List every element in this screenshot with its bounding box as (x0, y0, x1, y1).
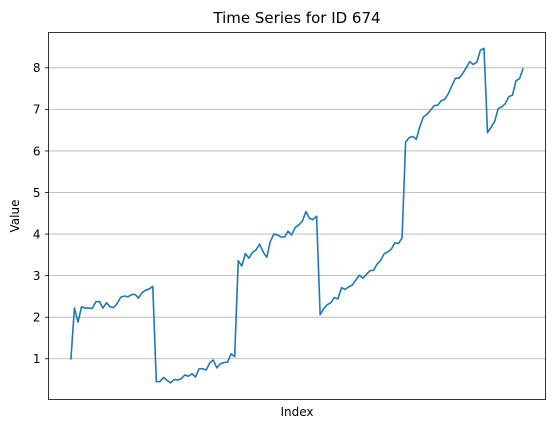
y-tick-label-5: 5 (33, 186, 41, 200)
y-tick-label-7: 7 (33, 103, 41, 117)
series-line-0 (70, 47, 524, 384)
y-tick-label-6: 6 (33, 144, 41, 158)
y-tick-label-4: 4 (33, 227, 41, 241)
y-grid-lines (48, 67, 546, 360)
y-tick-label-2: 2 (33, 311, 41, 325)
y-tick-label-1: 1 (33, 352, 41, 366)
plot-frame (48, 32, 546, 400)
chart-title: Time Series for ID 674 (212, 9, 380, 27)
x-axis-label: Index (280, 405, 313, 419)
y-tick-label-8: 8 (33, 61, 41, 75)
y-axis-ticks: 1 2 3 4 5 6 7 8 (33, 61, 49, 366)
y-axis-label: Value (8, 200, 22, 233)
y-tick-label-3: 3 (33, 269, 41, 283)
series-layer (70, 47, 524, 384)
